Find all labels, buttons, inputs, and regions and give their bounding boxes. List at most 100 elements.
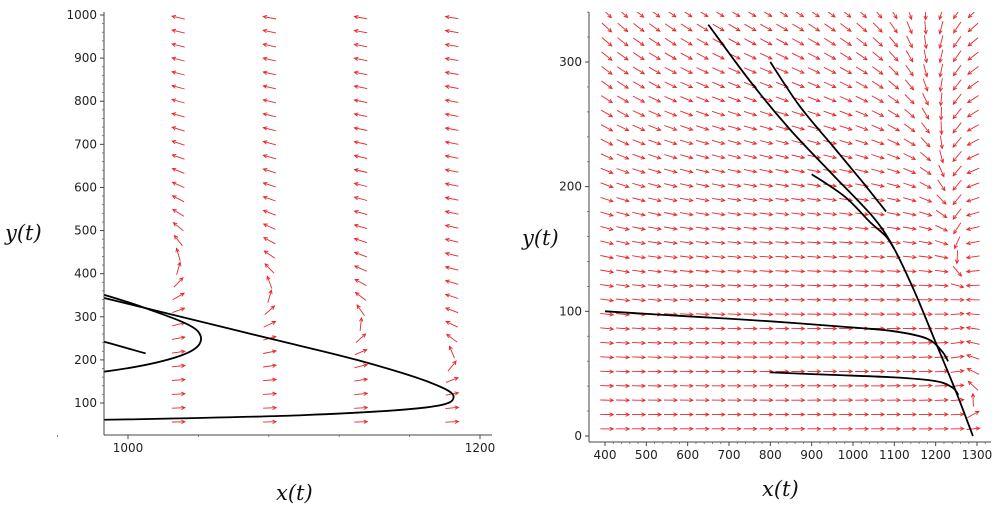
field-arrow xyxy=(791,154,806,160)
field-arrow xyxy=(727,110,742,117)
field-arrow xyxy=(680,23,693,32)
field-arrow xyxy=(262,209,276,216)
field-arrow xyxy=(172,292,186,300)
right-x-tick-label: 1200 xyxy=(920,448,951,462)
field-arrow xyxy=(970,392,976,407)
field-arrow xyxy=(696,67,710,74)
field-arrow xyxy=(263,391,278,396)
field-arrow xyxy=(632,398,647,403)
field-arrow xyxy=(952,93,962,106)
field-arrow xyxy=(967,37,979,47)
field-arrow xyxy=(855,383,870,388)
field-arrow xyxy=(711,110,726,117)
field-arrow xyxy=(871,340,886,345)
field-arrow xyxy=(855,110,869,117)
field-arrow xyxy=(695,269,710,274)
field-arrow xyxy=(920,137,931,148)
field-arrow xyxy=(887,109,901,118)
field-arrow xyxy=(600,412,615,417)
field-arrow xyxy=(444,56,459,62)
field-arrow xyxy=(839,412,854,417)
field-arrow xyxy=(727,212,742,217)
field-arrow xyxy=(934,412,949,417)
left-y-axis-title: y(t) xyxy=(4,221,42,245)
field-arrow xyxy=(775,312,790,317)
field-arrow xyxy=(839,340,854,346)
field-arrow xyxy=(616,168,630,174)
field-arrow xyxy=(600,182,614,189)
field-arrow xyxy=(903,167,917,174)
field-arrow xyxy=(887,197,901,203)
field-arrow xyxy=(173,277,184,288)
field-arrow xyxy=(888,50,899,62)
field-arrow xyxy=(791,52,805,60)
field-arrow xyxy=(967,66,979,75)
field-arrow xyxy=(616,139,630,146)
field-arrow xyxy=(633,23,645,33)
field-arrow xyxy=(934,255,949,260)
field-arrow xyxy=(839,397,854,403)
field-arrow xyxy=(727,383,742,389)
field-arrow xyxy=(967,410,980,418)
field-arrow xyxy=(856,37,868,47)
field-arrow xyxy=(600,196,614,203)
left-x-tick-label: 1200 xyxy=(465,441,496,455)
field-arrow xyxy=(775,240,790,245)
left-y-tick-label: 700 xyxy=(74,137,97,151)
field-arrow xyxy=(444,210,459,215)
field-arrow xyxy=(616,269,631,274)
field-arrow xyxy=(171,84,185,90)
field-arrow xyxy=(807,297,822,303)
field-arrow xyxy=(952,208,962,220)
field-arrow xyxy=(664,52,677,60)
field-arrow xyxy=(775,340,790,346)
field-arrow xyxy=(791,312,806,317)
field-arrow xyxy=(711,139,726,146)
field-arrow xyxy=(775,110,790,117)
field-arrow xyxy=(711,412,726,417)
right-y-tick-label: 100 xyxy=(559,304,582,318)
field-arrow xyxy=(444,223,459,229)
field-arrow xyxy=(938,164,945,178)
field-arrow xyxy=(711,125,726,131)
field-arrow xyxy=(743,297,758,303)
field-arrow xyxy=(807,254,822,260)
field-arrow xyxy=(759,426,774,432)
field-arrow xyxy=(965,283,980,288)
field-arrow xyxy=(600,225,614,232)
field-arrow xyxy=(823,154,838,160)
field-arrow xyxy=(632,168,646,174)
field-arrow xyxy=(664,37,677,46)
field-arrow xyxy=(600,312,615,317)
field-arrow xyxy=(727,254,742,260)
field-arrow xyxy=(171,335,186,340)
field-arrow xyxy=(855,426,870,432)
field-arrow xyxy=(965,269,980,274)
field-arrow xyxy=(679,355,694,360)
field-arrow xyxy=(354,278,367,286)
field-arrow xyxy=(444,251,459,257)
field-arrow xyxy=(616,80,630,89)
field-arrow xyxy=(855,297,870,303)
field-arrow xyxy=(263,349,278,354)
field-arrow xyxy=(445,376,460,383)
right-trajectories xyxy=(604,24,974,437)
field-arrow xyxy=(0,167,1,175)
field-arrow xyxy=(791,240,806,245)
field-arrow xyxy=(791,297,806,303)
field-arrow xyxy=(779,12,789,18)
field-arrow xyxy=(871,183,885,188)
field-arrow xyxy=(839,369,854,374)
field-arrow xyxy=(855,154,869,160)
field-arrow xyxy=(679,197,694,203)
field-arrow xyxy=(262,126,277,132)
field-arrow xyxy=(759,354,774,360)
field-arrow xyxy=(664,95,678,103)
field-arrow xyxy=(759,312,774,317)
field-arrow xyxy=(664,125,678,131)
left-y-tick-label: 500 xyxy=(74,224,97,238)
field-arrow xyxy=(938,20,944,35)
field-arrow xyxy=(695,340,710,346)
field-arrow xyxy=(950,325,965,331)
field-arrow xyxy=(807,326,822,331)
